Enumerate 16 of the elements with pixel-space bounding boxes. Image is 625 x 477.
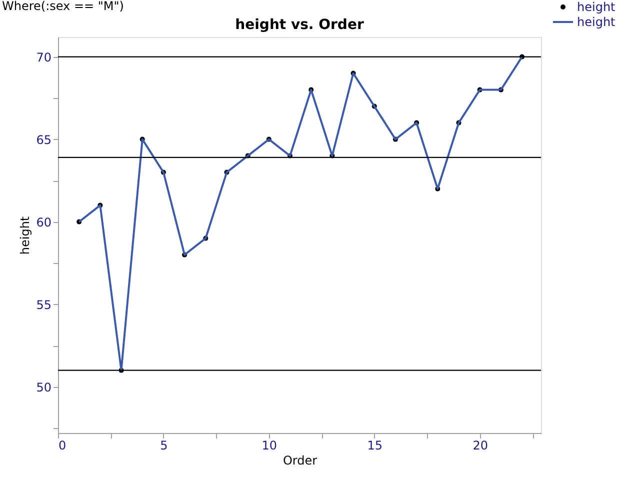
y-tick-label: 70: [36, 50, 52, 64]
x-axis-title: Order: [282, 454, 318, 468]
chart-title: height vs. Order: [235, 17, 364, 33]
x-tick-label: 15: [367, 438, 383, 452]
legend-label: height: [577, 0, 616, 14]
x-tick-label: 20: [472, 438, 488, 452]
legend-label: height: [577, 15, 616, 29]
y-axis-title: height: [18, 216, 32, 255]
x-tick-label: 5: [160, 438, 168, 452]
y-tick-label: 55: [36, 298, 52, 312]
y-tick-label: 60: [36, 215, 52, 230]
x-tick-label: 0: [58, 438, 66, 452]
y-tick-label: 65: [36, 132, 52, 147]
x-tick-label: 10: [262, 438, 278, 452]
text: Where(:sex == "M"): [2, 0, 124, 13]
y-tick-label: 50: [36, 380, 52, 394]
